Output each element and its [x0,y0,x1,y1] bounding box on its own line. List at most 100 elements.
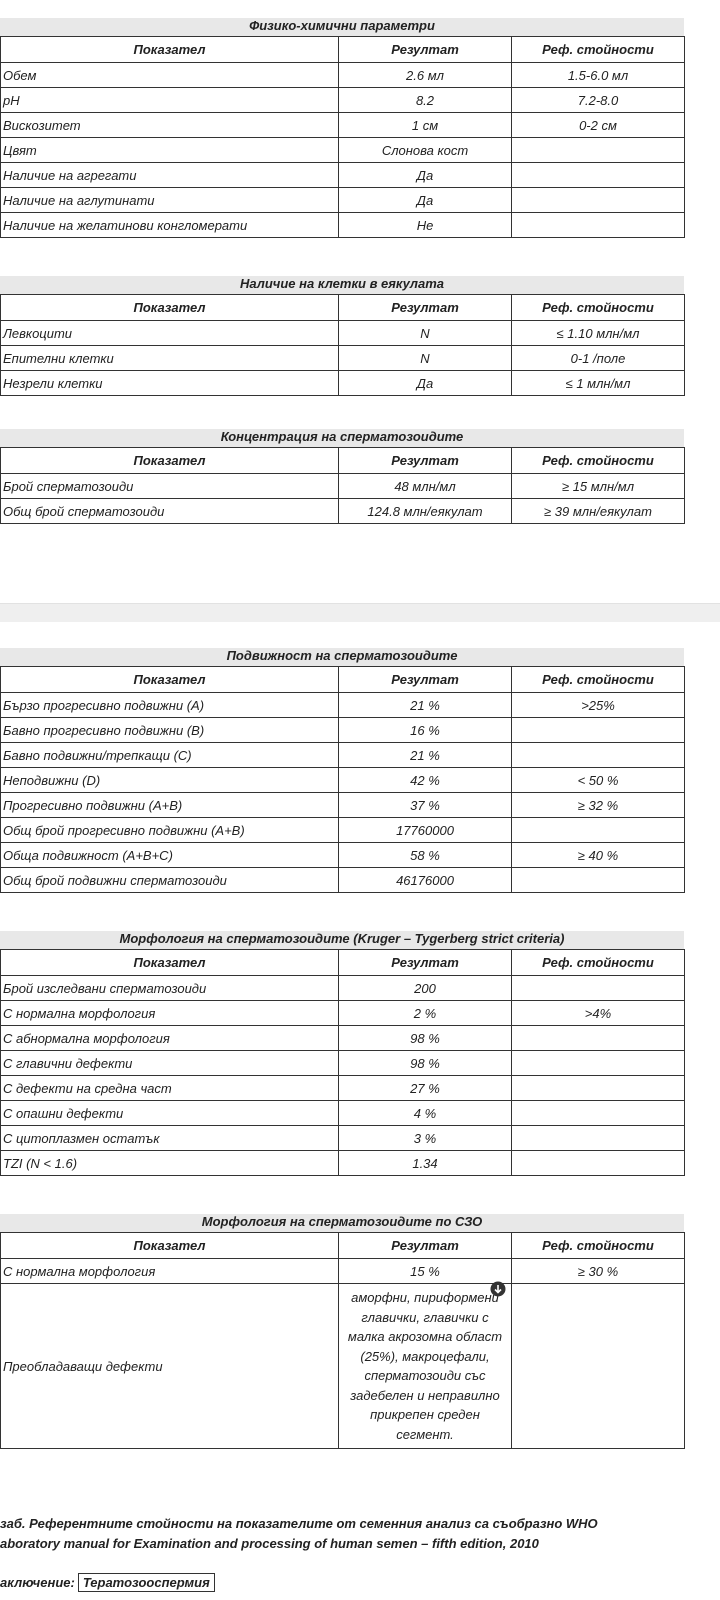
header-row: Показател Резултат Реф. стойности [0,447,685,474]
results-table: Показател Резултат Реф. стойности Обем 2.6 м… [0,36,685,238]
cell: Да [338,162,512,188]
section-title: Концентрация на сперматозоидите [0,429,684,447]
cell: N [338,320,512,346]
row: Общ брой подвижни сперматозоиди 46176000 [0,867,685,893]
cell: 0-1 /поле [511,345,685,371]
cell: ≥ 15 млн/мл [511,473,685,499]
cell: Бързо прогресивно подвижни (А) [0,692,339,718]
cell: Да [338,370,512,396]
cell: 1.34 [338,1150,512,1176]
cell: Общ брой прогресивно подвижни (А+В) [0,817,339,843]
cell [511,212,685,238]
cell: Бавно подвижни/трепкащи (С) [0,742,339,768]
header-cell: Резултат [338,36,512,63]
section: Концентрация на сперматозоидите Показател… [0,429,685,524]
note-line: aboratory manual for Examination and pro… [0,1536,539,1551]
cell: >25% [511,692,685,718]
row: Общ брой сперматозоиди 124.8 млн/еякулат ≥… [0,498,685,524]
cell: С дефекти на средна част [0,1075,339,1101]
header-row: Показател Резултат Реф. стойности [0,1232,685,1259]
cell: Слонова кост [338,137,512,163]
cell: Да [338,187,512,213]
row: Бавно прогресивно подвижни (В) 16 % [0,717,685,743]
cell [511,1283,685,1449]
cell: 42 % [338,767,512,793]
section: Наличие на клетки в еякулата Показател Рез… [0,276,685,396]
cell: Преобладаващи дефекти [0,1283,339,1449]
cell [511,187,685,213]
cell: 98 % [338,1050,512,1076]
cell: Неподвижни (D) [0,767,339,793]
cell: Вискозитет [0,112,339,138]
row: pH 8.2 7.2-8.0 [0,87,685,113]
row: Левкоцити N ≤ 1.10 млн/мл [0,320,685,346]
cell: Общ брой сперматозоиди [0,498,339,524]
cell: Обща подвижност (А+В+С) [0,842,339,868]
header-cell: Реф. стойности [511,447,685,474]
row: Бързо прогресивно подвижни (А) 21 % >25% [0,692,685,718]
row: Обем 2.6 мл 1.5-6.0 мл [0,62,685,88]
cell: С цитоплазмен остатък [0,1125,339,1151]
cell: ≥ 32 % [511,792,685,818]
row: Обща подвижност (А+В+С) 58 % ≥ 40 % [0,842,685,868]
cell: 7.2-8.0 [511,87,685,113]
section: Морфология на сперматозоидите по СЗО Пока… [0,1214,685,1449]
cell: < 50 % [511,767,685,793]
header-cell: Показател [0,447,339,474]
cell: аморфни, пириформени главички, главички … [338,1283,512,1449]
header-cell: Резултат [338,447,512,474]
cell [511,1125,685,1151]
row: С абнормална морфология 98 % [0,1025,685,1051]
header-cell: Показател [0,949,339,976]
header-cell: Реф. стойности [511,949,685,976]
header-row: Показател Резултат Реф. стойности [0,294,685,321]
cell: Обем [0,62,339,88]
cell: 1.5-6.0 мл [511,62,685,88]
results-table: Показател Резултат Реф. стойности Левкоцити… [0,294,685,396]
cell: Незрели клетки [0,370,339,396]
section-title: Физико-химични параметри [0,18,684,36]
row: С цитоплазмен остатък 3 % [0,1125,685,1151]
header-cell: Показател [0,1232,339,1259]
cell: Прогресивно подвижни (А+В) [0,792,339,818]
cell: 98 % [338,1025,512,1051]
cell: 37 % [338,792,512,818]
row: Вискозитет 1 см 0-2 см [0,112,685,138]
section-title: Наличие на клетки в еякулата [0,276,684,294]
cell: 2 % [338,1000,512,1026]
row: С главични дефекти 98 % [0,1050,685,1076]
header-cell: Реф. стойности [511,666,685,693]
row: Незрели клетки Да ≤ 1 млн/мл [0,370,685,396]
header-cell: Реф. стойности [511,36,685,63]
section: Морфология на сперматозоидите (Kruger – … [0,931,685,1176]
cell: Наличие на агрегати [0,162,339,188]
row: Прогресивно подвижни (А+В) 37 % ≥ 32 % [0,792,685,818]
row: Брой изследвани сперматозоиди 200 [0,975,685,1001]
cell: 1 см [338,112,512,138]
conclusion-value: Тератозооспермия [77,1573,215,1592]
cell [511,867,685,893]
row: TZI (N < 1.6) 1.34 [0,1150,685,1176]
cell: С нормална морфология [0,1000,339,1026]
header-cell: Реф. стойности [511,294,685,321]
cell [511,717,685,743]
conclusion: аключение: Тератозооспермия [0,1573,215,1592]
cell [511,1050,685,1076]
row: С нормална морфология 15 % ≥ 30 % [0,1258,685,1284]
cell [511,137,685,163]
header-cell: Резултат [338,949,512,976]
row: Неподвижни (D) 42 % < 50 % [0,767,685,793]
cell: 0-2 см [511,112,685,138]
row: Общ брой прогресивно подвижни (А+В) 17760… [0,817,685,843]
section-title: Подвижност на сперматозоидите [0,648,684,666]
cell: 46176000 [338,867,512,893]
row: Наличие на агрегати Да [0,162,685,188]
cell: >4% [511,1000,685,1026]
cell: 16 % [338,717,512,743]
cell [511,742,685,768]
cell: 21 % [338,742,512,768]
separator [0,603,720,622]
cell: 124.8 млн/еякулат [338,498,512,524]
section-title: Морфология на сперматозоидите (Kruger – … [0,931,684,949]
section: Подвижност на сперматозоидите Показател Ре… [0,648,685,893]
